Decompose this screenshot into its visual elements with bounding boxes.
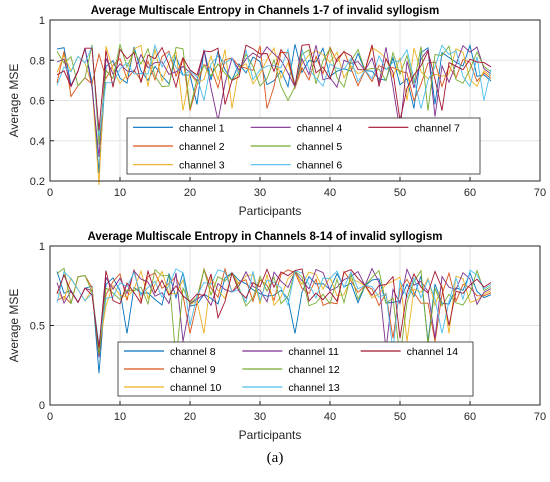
series-line-channel-13 (56, 268, 492, 351)
legend-label: channel 2 (179, 141, 225, 153)
y-tick-label: 0.5 (30, 321, 45, 333)
y-axis-label: Average MSE (7, 289, 21, 363)
chart-title: Average Multiscale Entropy in Channels 1… (91, 5, 440, 17)
x-tick-label: 40 (324, 411, 336, 423)
y-axis-label: Average MSE (7, 64, 21, 138)
x-tick-label: 50 (394, 411, 406, 423)
y-tick-label: 0.8 (30, 55, 45, 67)
x-axis-label: Participants (239, 428, 302, 442)
x-tick-label: 60 (464, 187, 476, 199)
legend-label: channel 8 (170, 346, 216, 358)
series-line-channel-5 (56, 44, 492, 145)
y-tick-label: 0 (39, 400, 45, 412)
y-tick-label: 0.6 (30, 96, 45, 108)
legend-label: channel 3 (179, 160, 225, 172)
series-line-channel-12 (56, 267, 492, 361)
chart-title: Average Multiscale Entropy in Channels 8… (88, 231, 443, 243)
legend-label: channel 5 (297, 141, 343, 153)
x-axis-label: Participants (239, 204, 302, 218)
legend-label: channel 12 (288, 364, 340, 376)
series-line-channel-14 (56, 268, 492, 348)
x-tick-label: 0 (47, 411, 53, 423)
x-tick-label: 10 (114, 187, 126, 199)
x-tick-label: 70 (534, 411, 546, 423)
x-tick-label: 10 (114, 411, 126, 423)
legend-label: channel 9 (170, 364, 216, 376)
legend-label: channel 13 (288, 382, 340, 394)
x-tick-label: 30 (254, 411, 266, 423)
legend-box (126, 117, 481, 175)
x-tick-label: 0 (47, 187, 53, 199)
figure-caption: (a) (266, 450, 284, 466)
x-tick-label: 70 (534, 187, 546, 199)
legend-label: channel 7 (414, 122, 460, 134)
x-tick-label: 40 (324, 187, 336, 199)
legend-label: channel 6 (297, 160, 343, 172)
series-line-channel-6 (56, 43, 492, 137)
y-tick-label: 0.2 (30, 176, 45, 188)
y-tick-label: 1 (39, 241, 45, 253)
legend-label: channel 11 (288, 346, 339, 358)
legend-label: channel 1 (179, 122, 225, 134)
series-line-channel-2 (56, 45, 492, 111)
legend-label: channel 10 (170, 382, 222, 394)
x-tick-label: 50 (394, 187, 406, 199)
legend-label: channel 4 (297, 122, 343, 134)
legend-label: channel 14 (407, 346, 459, 358)
series-line-channel-7 (56, 44, 492, 131)
x-tick-label: 20 (184, 411, 196, 423)
x-tick-label: 60 (464, 411, 476, 423)
y-tick-label: 1 (39, 15, 45, 27)
x-tick-label: 20 (184, 187, 196, 199)
x-tick-label: 30 (254, 187, 266, 199)
legend-box (117, 341, 474, 397)
y-tick-label: 0.4 (30, 136, 45, 148)
